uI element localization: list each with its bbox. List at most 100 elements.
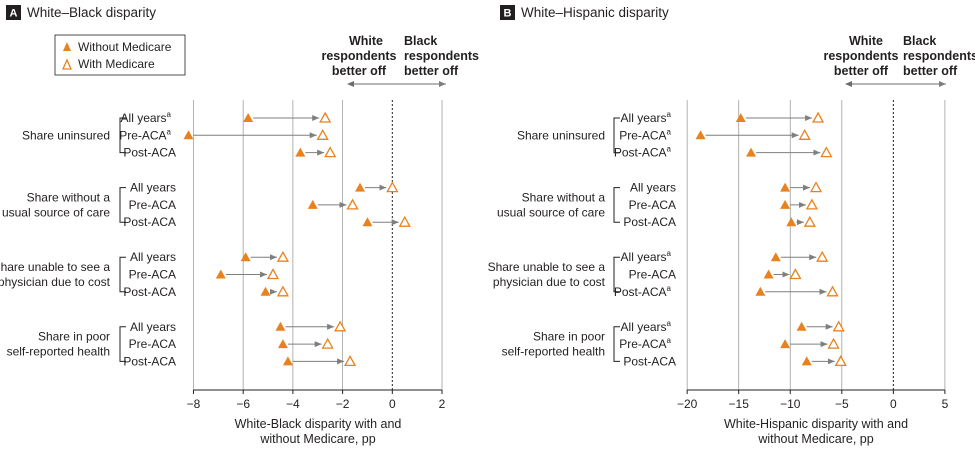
b-with-medicare-point [820, 146, 833, 158]
legend-open-triangle-icon [61, 58, 73, 70]
a-with-medicare-point [324, 146, 337, 158]
b-with-medicare-point [798, 128, 811, 140]
b-tick-label: −20 [677, 397, 698, 411]
a-row-label: All yearsa [121, 110, 172, 125]
b-group-label: self-reported health [502, 345, 605, 359]
a-without-medicare-point [282, 356, 293, 366]
b-with-medicare-point [805, 198, 819, 210]
a-tick-label: −8 [187, 397, 201, 411]
b-group-label: Share without a [522, 190, 606, 204]
legend-without-label: Without Medicare [78, 40, 172, 54]
a-row-label: Pre-ACA [129, 268, 176, 282]
legend-box [54, 34, 186, 76]
a-with-medicare-point [386, 181, 399, 193]
a-without-medicare-point [295, 147, 306, 157]
b-row-label: Pre-ACA [629, 268, 676, 282]
b-row-label: Pre-ACA [629, 198, 676, 212]
a-group-bracket [119, 187, 126, 223]
a-group-label: Share without a [27, 190, 111, 204]
a-with-medicare-point [334, 320, 347, 332]
a-black-header-3: better off [404, 64, 459, 78]
legend-with-label: With Medicare [78, 57, 155, 71]
a-group-label: self-reported health [7, 345, 110, 359]
a-group-bracket [119, 117, 126, 154]
panel-a-title: White–Black disparity [27, 5, 156, 20]
a-group-bracket [119, 256, 126, 293]
b-with-medicare-point [827, 337, 840, 349]
a-without-medicare-point [243, 113, 254, 122]
b-group-label: Share unable to see a [488, 260, 606, 274]
a-group-label: physician due to cost [0, 275, 111, 289]
a-row-label: All years [130, 250, 176, 264]
b-tick-label: −10 [780, 397, 801, 411]
a-white-header-2: respondents [321, 49, 396, 63]
b-without-medicare-point [735, 113, 746, 122]
a-tick-label: 2 [439, 397, 446, 411]
b-row-label: Pre-ACAa [619, 127, 671, 142]
a-without-medicare-point [277, 339, 288, 349]
b-without-medicare-point [786, 217, 797, 227]
a-with-medicare-point [321, 337, 334, 349]
a-group-label: Share uninsured [22, 128, 110, 142]
a-with-medicare-point [346, 198, 359, 210]
a-with-medicare-point [276, 250, 290, 262]
a-without-medicare-point [183, 130, 194, 140]
a-black-header-1: Black [404, 34, 437, 48]
b-with-medicare-point [826, 285, 839, 297]
b-without-medicare-point [801, 356, 812, 366]
a-row-label: All years [130, 181, 176, 195]
a-tick-label: −4 [286, 397, 300, 411]
b-without-medicare-point [695, 130, 706, 140]
b-with-medicare-point [816, 250, 829, 262]
b-black-header-1: Black [903, 34, 936, 48]
b-row-label: All yearsa [621, 110, 672, 125]
b-tick-label: 5 [942, 397, 949, 411]
b-row-label: All yearsa [621, 249, 672, 264]
b-row-label: Post-ACAa [614, 145, 672, 160]
a-with-medicare-point [398, 215, 411, 227]
a-without-medicare-point [215, 269, 226, 279]
b-group-label: Share uninsured [517, 128, 605, 142]
b-tick-label: −15 [729, 397, 750, 411]
b-without-medicare-point [746, 147, 757, 157]
b-white-header-3: better off [834, 64, 889, 78]
b-group-label: usual source of care [497, 205, 605, 219]
a-x-axis-title-1: White-Black disparity with and without Me… [235, 417, 402, 446]
b-with-medicare-point [803, 215, 816, 227]
b-group-label: physician due to cost [493, 275, 606, 289]
legend-filled-triangle-icon [63, 42, 71, 51]
b-row-label: Post-ACAa [614, 284, 672, 299]
panel-b-title: White–Hispanic disparity [521, 5, 669, 20]
b-black-header-2: respondents [903, 49, 975, 63]
a-group-label: usual source of care [2, 205, 110, 219]
a-group-bracket [119, 326, 126, 362]
a-row-label: Post-ACA [123, 285, 176, 299]
a-white-header-1: White [349, 34, 383, 48]
a-tick-label: 0 [389, 397, 396, 411]
b-group-bracket [613, 326, 620, 362]
a-row-label: Pre-ACA [129, 337, 176, 351]
a-row-label: Pre-ACAa [119, 127, 171, 142]
panel-a-badge [6, 5, 21, 20]
b-white-header-2: respondents [823, 49, 898, 63]
panel-b-plot: −20 −15 −10 −5 0 5 Share uninsured All yearsa Pr… [488, 100, 949, 411]
a-without-medicare-point [355, 182, 365, 192]
a-group-label: Share in poor [38, 330, 110, 344]
b-x-axis-title-1: White-Hispanic disparity with and without… [724, 417, 908, 446]
a-with-medicare-point [266, 268, 280, 280]
b-group-bracket [613, 256, 620, 293]
b-group-bracket [613, 117, 620, 154]
a-without-medicare-point [307, 199, 318, 209]
a-with-medicare-point [276, 285, 290, 297]
b-group-bracket [613, 187, 620, 223]
a-row-label: Post-ACA [123, 354, 176, 368]
b-without-medicare-point [780, 182, 791, 192]
b-without-medicare-point [796, 321, 807, 331]
a-without-medicare-point [362, 217, 373, 227]
b-with-medicare-point [832, 320, 845, 332]
a-without-medicare-point [260, 286, 271, 296]
panel-a-letter: A [10, 8, 18, 20]
a-black-header-2: respondents [404, 49, 479, 63]
